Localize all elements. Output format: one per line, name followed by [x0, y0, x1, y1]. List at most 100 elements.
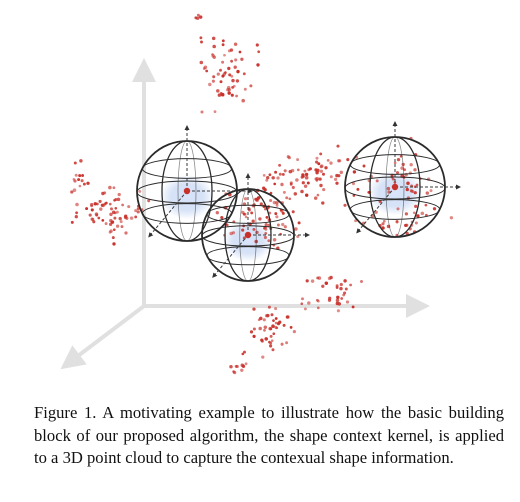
cloud-point [328, 296, 332, 300]
cloud-point [269, 198, 273, 203]
cloud-point [226, 85, 231, 90]
cloud-point [304, 172, 309, 177]
cloud-point [319, 183, 323, 188]
cloud-point [286, 155, 290, 159]
cloud-point [252, 227, 256, 231]
cloud-point [321, 284, 325, 288]
cloud-point [264, 207, 267, 211]
cloud-point [205, 69, 209, 73]
cloud-point [230, 74, 234, 78]
cloud-point [257, 50, 261, 54]
cloud-point [333, 177, 338, 182]
cloud-point [294, 227, 298, 231]
kernel-axes [356, 121, 461, 234]
cloud-point [81, 174, 85, 177]
cloud-point [125, 216, 129, 220]
cloud-point [414, 204, 418, 209]
cloud-point [425, 191, 429, 195]
cloud-point [413, 168, 417, 172]
cloud-point [98, 199, 102, 203]
cloud-point [335, 301, 339, 306]
cloud-point [235, 94, 239, 98]
cloud-point [291, 185, 295, 190]
cloud-point [111, 236, 115, 240]
cloud-point [336, 144, 340, 148]
cloud-point [296, 234, 300, 239]
cloud-point [234, 58, 238, 62]
cloud-point [339, 282, 343, 287]
cloud-point [219, 68, 222, 72]
cloud-point [211, 36, 216, 41]
cloud-point [256, 63, 260, 67]
sphere-latitude [136, 180, 238, 204]
cloud-point [415, 183, 419, 187]
cloud-point [243, 350, 246, 354]
cloud-point [329, 161, 333, 165]
cloud-point [99, 207, 103, 211]
cloud-point [211, 53, 214, 56]
cloud-point [326, 159, 330, 162]
cloud-point [321, 201, 325, 205]
cloud-point [242, 236, 246, 240]
cloud-point [264, 232, 268, 235]
cloud-point [262, 186, 266, 190]
cloud-point [329, 175, 333, 179]
cloud-point [317, 162, 321, 166]
cloud-point [405, 231, 409, 236]
cloud-point [416, 214, 420, 218]
cloud-point [301, 297, 304, 301]
cloud-point [74, 215, 78, 219]
cloud-point [274, 317, 278, 320]
cloud-point [129, 216, 134, 220]
cloud-point [225, 223, 229, 227]
cloud-point [228, 73, 232, 77]
cloud-point [249, 84, 253, 88]
cloud-point [264, 227, 268, 231]
cloud-point [316, 193, 320, 197]
cloud-point [282, 323, 286, 327]
cloud-point [124, 231, 128, 235]
cloud-point [271, 176, 275, 180]
cloud-point [101, 219, 105, 222]
figure-caption: Figure 1. A motivating example to illust… [34, 403, 504, 467]
cloud-point [255, 230, 259, 235]
cloud-point [274, 321, 278, 325]
cloud-point [307, 168, 311, 172]
cloud-point [265, 178, 269, 182]
cloud-point [108, 185, 112, 190]
cloud-point [213, 110, 217, 114]
cloud-point [272, 200, 277, 205]
cloud-point [396, 207, 400, 211]
cloud-point [280, 182, 284, 187]
cloud-point [281, 172, 285, 176]
cloud-point [79, 159, 83, 163]
cloud-point [109, 222, 113, 226]
cloud-point [335, 181, 339, 185]
cloud-point [70, 190, 74, 194]
cloud-point [269, 344, 273, 348]
cloud-point [108, 202, 112, 206]
cloud-point [306, 181, 310, 185]
cloud-point [404, 223, 408, 227]
cloud-point [220, 92, 225, 97]
cloud-point [112, 186, 116, 190]
cloud-point [449, 216, 454, 220]
cloud-point [343, 279, 347, 283]
cloud-point [112, 242, 116, 246]
cloud-point [335, 284, 339, 288]
cloud-point [109, 207, 114, 211]
cloud-point [269, 191, 273, 195]
cloud-point [240, 57, 244, 61]
cloud-point [88, 213, 92, 217]
cloud-point [305, 193, 309, 197]
cloud-point [77, 178, 81, 182]
cloud-point [117, 192, 121, 197]
cloud-point [197, 13, 200, 17]
figure-illustration [60, 13, 461, 375]
cloud-point [241, 228, 245, 232]
cloud-point [101, 191, 105, 196]
cloud-point [288, 197, 292, 201]
cloud-point [255, 43, 259, 47]
sphere-latitude [201, 225, 295, 247]
cloud-point [300, 189, 304, 194]
